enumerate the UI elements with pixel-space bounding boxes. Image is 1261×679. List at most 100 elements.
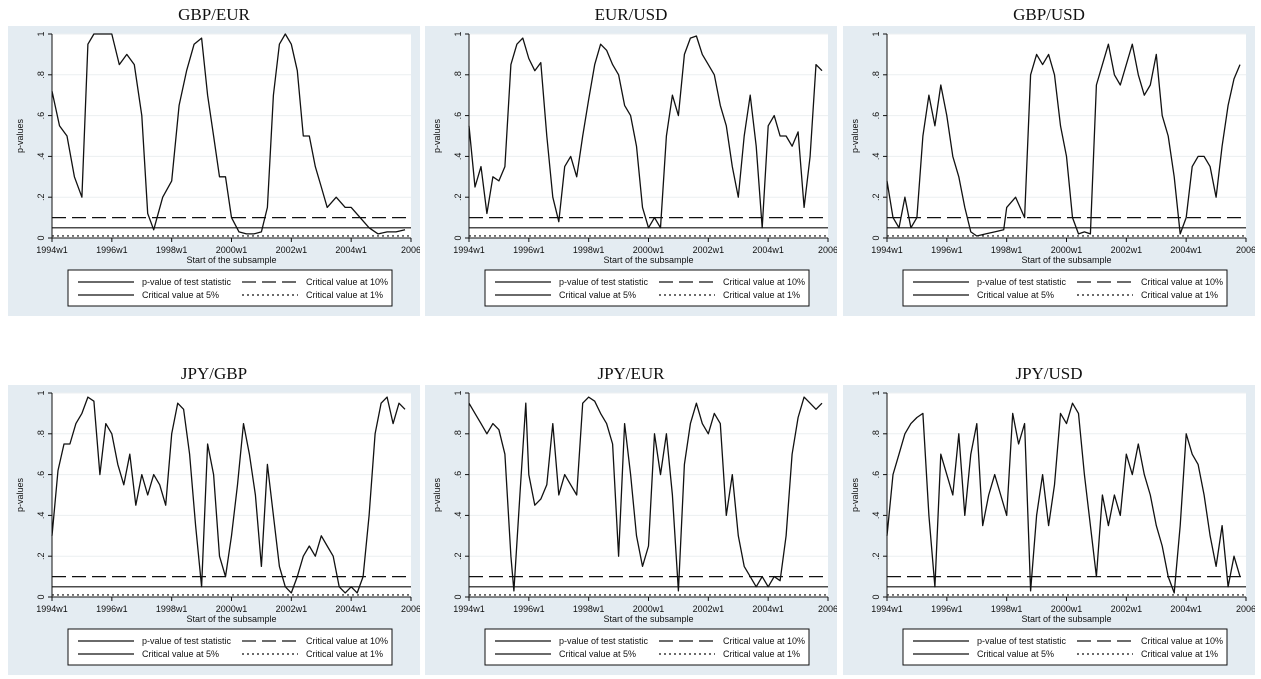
y-tick-label: .6 [871,112,881,120]
x-tick-label: 2004w1 [752,604,784,614]
y-tick-label: .4 [871,512,881,520]
x-tick-label: 1994w1 [871,245,903,255]
legend-box [484,269,810,307]
y-tick-label: 0 [871,594,881,599]
x-tick-label: 1998w1 [573,245,605,255]
y-tick-label: .6 [453,112,463,120]
x-tick-label: 2002w1 [1111,604,1143,614]
x-tick-label: 1996w1 [513,245,545,255]
chart-title: JPY/USD [1015,364,1083,383]
y-tick-label: .6 [36,112,46,120]
chart-svg: 0 .2 .4 .6 .8 1 1994w1 1996w1 1998w1 2000w1 2002w1… [432,390,837,666]
y-tick-label: 1 [453,390,463,395]
legend-box [67,269,393,307]
chart-svg: 0 .2 .4 .6 .8 1 1994w1 1996w1 1998w1 2000w1 2002w1… [15,390,420,666]
x-tick-label: 2006 [1236,604,1255,614]
y-axis-title: p-values [850,118,860,153]
y-tick-label: .8 [871,71,881,79]
x-tick-label: 1994w1 [36,245,68,255]
legend-label: Critical value at 5% [559,290,636,300]
x-tick-label: 2006 [401,604,420,614]
chart-svg: 0 .2 .4 .6 .8 1 1994w1 1996w1 1998w1 2000w1 2002w1… [850,31,1255,307]
x-tick-label: 2004w1 [335,604,367,614]
legend-label: Critical value at 1% [1141,649,1218,659]
chart-panel: JPY/GBP 0 .2 .4 .6 .8 1 1994w1 1996w1 1998w1 2000w… [8,359,420,675]
y-tick-label: .2 [453,552,463,560]
y-tick-label: .6 [36,471,46,479]
legend-label: Critical value at 1% [306,649,383,659]
plot-area [887,34,1246,238]
x-axis-title: Start of the subsample [1021,255,1111,265]
legend-label: p-value of test statistic [142,277,232,287]
legend-label: Critical value at 5% [142,290,219,300]
x-tick-label: 1996w1 [931,604,963,614]
legend-label: Critical value at 5% [977,649,1054,659]
y-tick-label: 1 [871,390,881,395]
plot-area [52,393,411,597]
y-tick-label: .8 [36,71,46,79]
legend-label: Critical value at 10% [1141,636,1223,646]
x-tick-label: 1994w1 [453,604,485,614]
x-tick-label: 2004w1 [335,245,367,255]
chart-panel: GBP/EUR 0 .2 .4 .6 .8 1 1994w1 1996w1 1998w1 2000w… [8,0,420,316]
legend-label: Critical value at 10% [723,277,805,287]
y-tick-label: .4 [453,153,463,161]
x-tick-label: 1994w1 [871,604,903,614]
x-tick-label: 2000w1 [633,604,665,614]
legend-label: Critical value at 5% [142,649,219,659]
x-tick-label: 2000w1 [216,604,248,614]
legend-label: Critical value at 1% [1141,290,1218,300]
x-tick-label: 2000w1 [216,245,248,255]
x-axis-title: Start of the subsample [186,255,276,265]
x-tick-label: 1998w1 [991,604,1023,614]
y-tick-label: 1 [871,31,881,36]
legend-label: Critical value at 10% [306,636,388,646]
chart-panel: JPY/USD 0 .2 .4 .6 .8 1 1994w1 1996w1 1998w1 2000w… [843,359,1255,675]
x-tick-label: 2000w1 [1051,245,1083,255]
y-tick-label: 0 [36,594,46,599]
x-tick-label: 2002w1 [276,245,308,255]
y-tick-label: .4 [36,512,46,520]
y-axis-title: p-values [15,118,25,153]
graph-region: 0 .2 .4 .6 .8 1 1994w1 1996w1 1998w1 2000w1 2002w1… [843,385,1255,675]
y-axis-title: p-values [850,477,860,512]
y-axis-title: p-values [15,477,25,512]
y-tick-label: .8 [453,430,463,438]
legend-box [484,628,810,666]
plot-area [52,34,411,238]
graph-region: 0 .2 .4 .6 .8 1 1994w1 1996w1 1998w1 2000w1 2002w1… [8,385,420,675]
x-tick-label: 2006 [1236,245,1255,255]
x-tick-label: 1998w1 [156,245,188,255]
y-tick-label: .2 [453,193,463,201]
chart-svg: 0 .2 .4 .6 .8 1 1994w1 1996w1 1998w1 2000w1 2002w1… [432,31,837,307]
chart-svg: 0 .2 .4 .6 .8 1 1994w1 1996w1 1998w1 2000w1 2002w1… [15,31,420,307]
chart-title: JPY/GBP [180,364,248,383]
x-axis-title: Start of the subsample [603,255,693,265]
plot-area [469,34,828,238]
y-tick-label: .4 [36,153,46,161]
legend-label: p-value of test statistic [977,636,1067,646]
legend-box [67,628,393,666]
y-tick-label: .4 [871,153,881,161]
x-tick-label: 2002w1 [1111,245,1143,255]
graph-region: 0 .2 .4 .6 .8 1 1994w1 1996w1 1998w1 2000w1 2002w1… [425,26,837,316]
x-tick-label: 1998w1 [156,604,188,614]
y-tick-label: .6 [871,471,881,479]
series-line [468,35,823,229]
legend-label: Critical value at 1% [723,290,800,300]
series-line [886,402,1241,594]
y-tick-label: 0 [871,235,881,240]
chart-panel: GBP/USD 0 .2 .4 .6 .8 1 1994w1 1996w1 1998w1 2000w… [843,0,1255,316]
y-tick-label: 0 [453,594,463,599]
legend-label: Critical value at 10% [723,636,805,646]
legend-box [902,269,1228,307]
chart-panel: JPY/EUR 0 .2 .4 .6 .8 1 1994w1 1996w1 1998w1 2000w… [425,359,837,675]
graph-region: 0 .2 .4 .6 .8 1 1994w1 1996w1 1998w1 2000w1 2002w1… [843,26,1255,316]
series-line [886,43,1241,237]
x-tick-label: 2004w1 [1170,245,1202,255]
plot-area [469,393,828,597]
x-tick-label: 2000w1 [633,245,665,255]
y-tick-label: .2 [871,552,881,560]
legend-label: Critical value at 1% [306,290,383,300]
